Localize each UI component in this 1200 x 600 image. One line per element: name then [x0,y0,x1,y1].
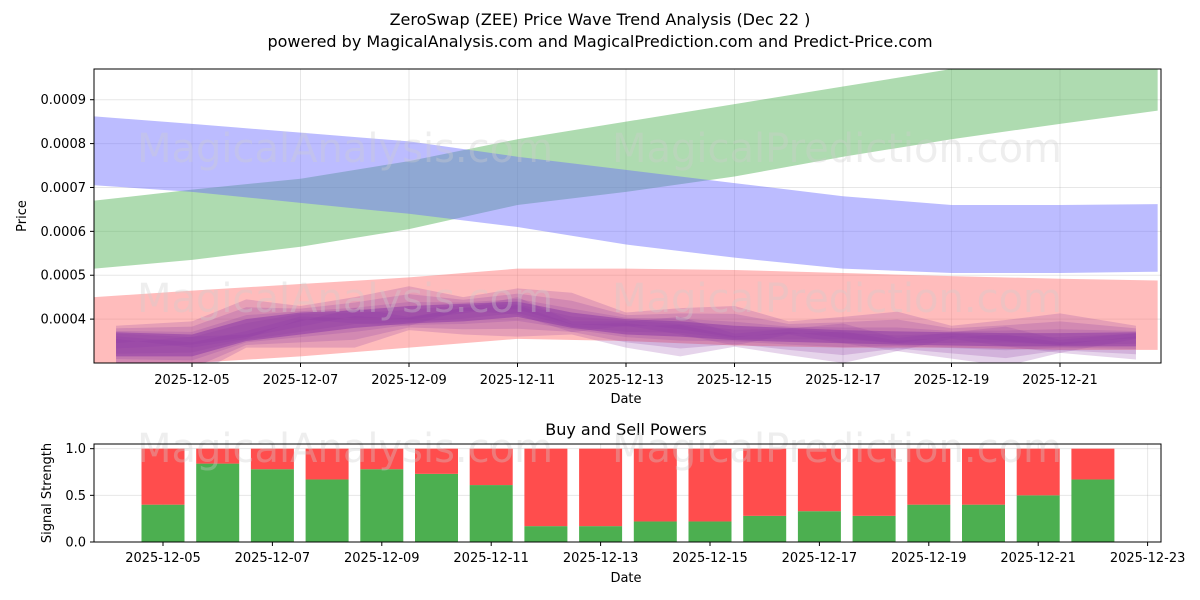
buy-sell-y-label: Signal Strength [40,443,55,543]
buy-sell-x-tick-label: 2025-12-07 [235,551,311,566]
sell-bar [196,448,240,464]
buy-sell-y-tick-label: 0.0 [65,536,86,551]
buy-bar [743,515,787,542]
buy-bar [469,485,513,542]
price-x-label: Date [610,392,641,407]
sell-bar [360,448,404,470]
watermark-analysis-top: MagicalAnalysis.com [137,126,553,172]
buy-bar [1016,495,1060,542]
watermark-prediction-top: MagicalPrediction.com [612,126,1062,172]
sell-bar [250,448,294,470]
buy-bar [797,511,841,542]
buy-sell-x-tick-label: 2025-12-17 [782,551,858,566]
price-y-tick-label: 0.0004 [41,313,87,328]
sell-bar [907,448,951,505]
price-x-tick-label: 2025-12-21 [1022,373,1098,388]
sell-bar [633,448,677,522]
buy-sell-y-tick-label: 1.0 [65,442,86,457]
buy-bar [250,469,294,542]
price-x-tick-label: 2025-12-17 [805,373,881,388]
buy-sell-x-tick-label: 2025-12-05 [125,551,201,566]
price-x-tick-label: 2025-12-19 [914,373,990,388]
buy-sell-x-tick-label: 2025-12-13 [563,551,639,566]
sell-bar [962,448,1005,505]
price-x-tick-label: 2025-12-07 [263,373,339,388]
buy-sell-x-tick-label: 2025-12-09 [344,551,420,566]
price-x-tick-label: 2025-12-11 [480,373,556,388]
buy-bar [579,526,623,542]
buy-sell-chart: Buy and Sell Powers MagicalAnalysis.com … [40,420,1185,586]
watermark-analysis-bottom: MagicalAnalysis.com [137,426,553,472]
buy-sell-plot-frame [93,443,1162,543]
buy-bar [305,479,349,542]
buy-bar [360,469,404,542]
price-grid [94,69,1161,363]
watermark-analysis-mid: MagicalAnalysis.com [137,276,553,322]
buy-sell-x-label: Date [610,571,641,586]
buy-bar [962,504,1005,542]
watermark-prediction-bottom: MagicalPrediction.com [612,426,1062,472]
buy-bar [1071,479,1115,542]
sell-bar [579,448,623,527]
chart-title: ZeroSwap (ZEE) Price Wave Trend Analysis… [390,10,811,29]
buy-sell-title: Buy and Sell Powers [545,420,707,439]
buy-sell-y-tick-label: 0.5 [65,489,86,504]
sell-bar [743,448,787,516]
buy-sell-bars [141,448,1115,542]
price-x-ticks: 2025-12-05 2025-12-07 2025-12-09 2025-12-11… [154,363,1098,388]
buy-sell-x-tick-label: 2025-12-21 [1000,551,1076,566]
sell-bar [852,448,896,516]
buy-bar [141,504,185,542]
sell-bar [305,448,349,480]
green-wave-band [94,69,1158,269]
price-y-tick-label: 0.0005 [41,269,87,284]
chart-subtitle: powered by MagicalAnalysis.com and Magic… [267,32,932,51]
price-plot-area [94,69,1161,363]
buy-bar [907,504,951,542]
price-y-tick-label: 0.0008 [41,137,87,152]
sell-bar [1016,448,1060,496]
price-x-tick-label: 2025-12-09 [371,373,447,388]
sell-bar [469,448,513,486]
sell-bar [524,448,568,527]
price-x-tick-label: 2025-12-05 [154,373,230,388]
buy-bar [196,463,240,542]
buy-sell-x-tick-label: 2025-12-19 [891,551,967,566]
price-plot-frame [93,68,1162,364]
buy-bar [688,521,732,542]
price-y-tick-label: 0.0006 [41,225,87,240]
watermark-prediction-mid: MagicalPrediction.com [612,276,1062,322]
buy-sell-x-tick-label: 2025-12-15 [672,551,748,566]
price-bands-clip [94,69,1158,363]
price-bands [94,69,1158,363]
purple-wave-band [116,301,1136,357]
buy-sell-x-tick-label: 2025-12-23 [1110,551,1186,566]
price-y-ticks: 0.0004 0.0005 0.0006 0.0007 0.0008 0.0009 [41,93,94,328]
buy-sell-x-tick-label: 2025-12-11 [453,551,529,566]
price-y-label: Price [15,200,30,232]
buy-bar [633,521,677,542]
price-y-tick-label: 0.0007 [41,181,87,196]
price-x-tick-label: 2025-12-15 [697,373,773,388]
price-y-tick-label: 0.0009 [41,93,87,108]
price-x-tick-label: 2025-12-13 [588,373,664,388]
sell-bar [415,448,458,474]
buy-bar [852,515,896,542]
sell-bar [688,448,732,522]
buy-sell-y-ticks: 0.0 0.5 1.0 [65,442,94,551]
buy-bar [524,526,568,542]
price-wave-chart: MagicalAnalysis.com MagicalPrediction.co… [15,68,1162,407]
sell-bar [1071,448,1115,480]
buy-bar [415,473,458,542]
blue-wave-band [94,116,1158,274]
buy-sell-x-ticks: 2025-12-05 2025-12-07 2025-12-09 2025-12-11… [125,542,1185,566]
sell-bar [797,448,841,512]
sell-bar [141,448,185,505]
